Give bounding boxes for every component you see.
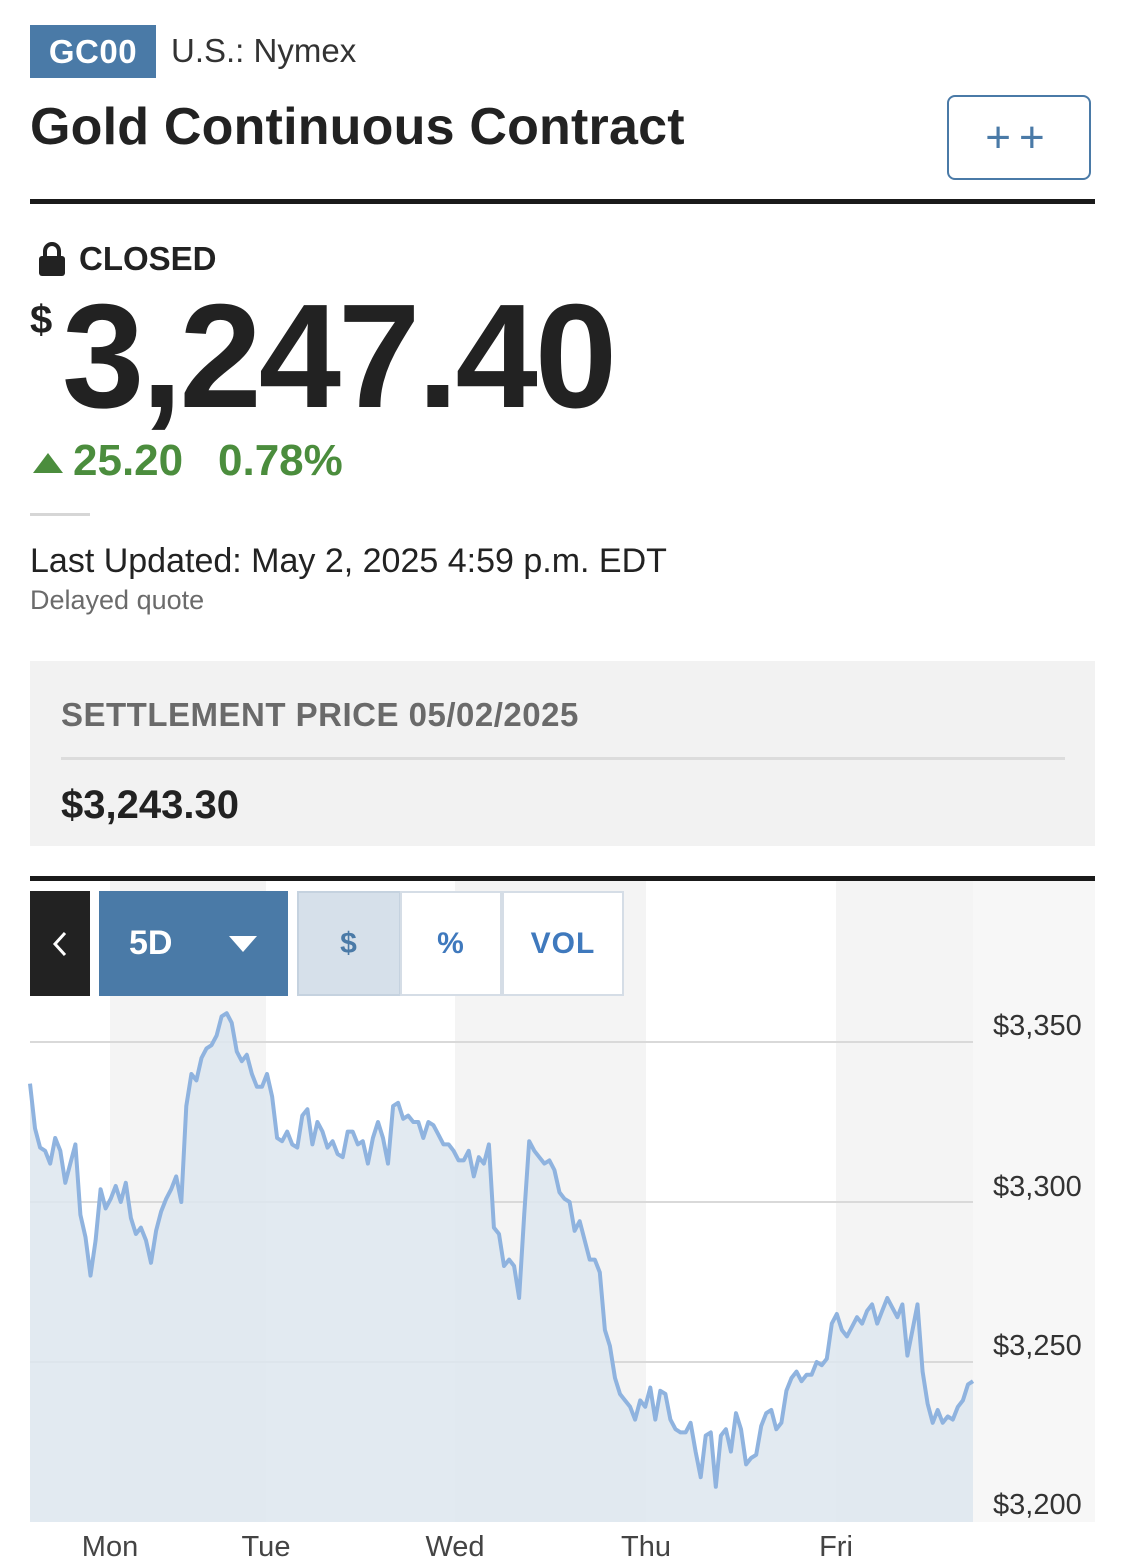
toggle-volume[interactable]: VOL	[502, 891, 624, 996]
price-change: 25.20	[73, 436, 184, 485]
settlement-label: SETTLEMENT PRICE 05/02/2025	[61, 696, 579, 733]
settlement-divider	[61, 757, 1065, 760]
chevron-down-icon	[229, 935, 257, 952]
y-tick-label: $3,200	[993, 1489, 1082, 1521]
y-tick-label: $3,350	[993, 1010, 1082, 1042]
ticker-badge: GC00	[30, 25, 156, 78]
axis-band	[973, 881, 1095, 1522]
y-tick-label: $3,250	[993, 1330, 1082, 1362]
x-tick-label: Fri	[819, 1531, 853, 1563]
page-title: Gold Continuous Contract	[30, 98, 685, 156]
last-updated: Last Updated: May 2, 2025 4:59 p.m. EDT	[30, 542, 667, 580]
exchange-label: U.S.: Nymex	[171, 32, 357, 69]
settlement-panel	[30, 661, 1095, 846]
currency-symbol: $	[30, 298, 53, 342]
lock-icon	[39, 242, 65, 276]
toggle-percent[interactable]: %	[400, 891, 502, 996]
chart-divider	[30, 876, 1095, 881]
chevron-left-icon	[52, 931, 67, 956]
toggle-dollar[interactable]: $	[297, 891, 401, 996]
x-tick-label: Wed	[425, 1531, 485, 1563]
price-change-percent: 0.78%	[218, 436, 343, 485]
x-tick-label: Tue	[241, 1531, 291, 1563]
x-tick-label: Mon	[81, 1531, 139, 1563]
range-label: 5D	[129, 924, 173, 962]
title-divider	[30, 199, 1095, 204]
range-selector[interactable]: 5D	[99, 891, 288, 996]
x-tick-label: Thu	[621, 1531, 671, 1563]
quote-divider	[30, 513, 90, 516]
up-arrow-icon	[33, 453, 63, 473]
delayed-quote-note: Delayed quote	[30, 585, 205, 615]
chart-back-button[interactable]	[30, 891, 90, 996]
settlement-value: $3,243.30	[61, 783, 239, 827]
last-price: 3,247.40	[62, 274, 617, 439]
price-line	[28, 1011, 975, 1489]
add-to-watchlist-button[interactable]: ++	[947, 95, 1091, 180]
y-tick-label: $3,300	[993, 1171, 1082, 1203]
price-area	[30, 1013, 973, 1522]
market-status: CLOSED	[79, 240, 217, 277]
